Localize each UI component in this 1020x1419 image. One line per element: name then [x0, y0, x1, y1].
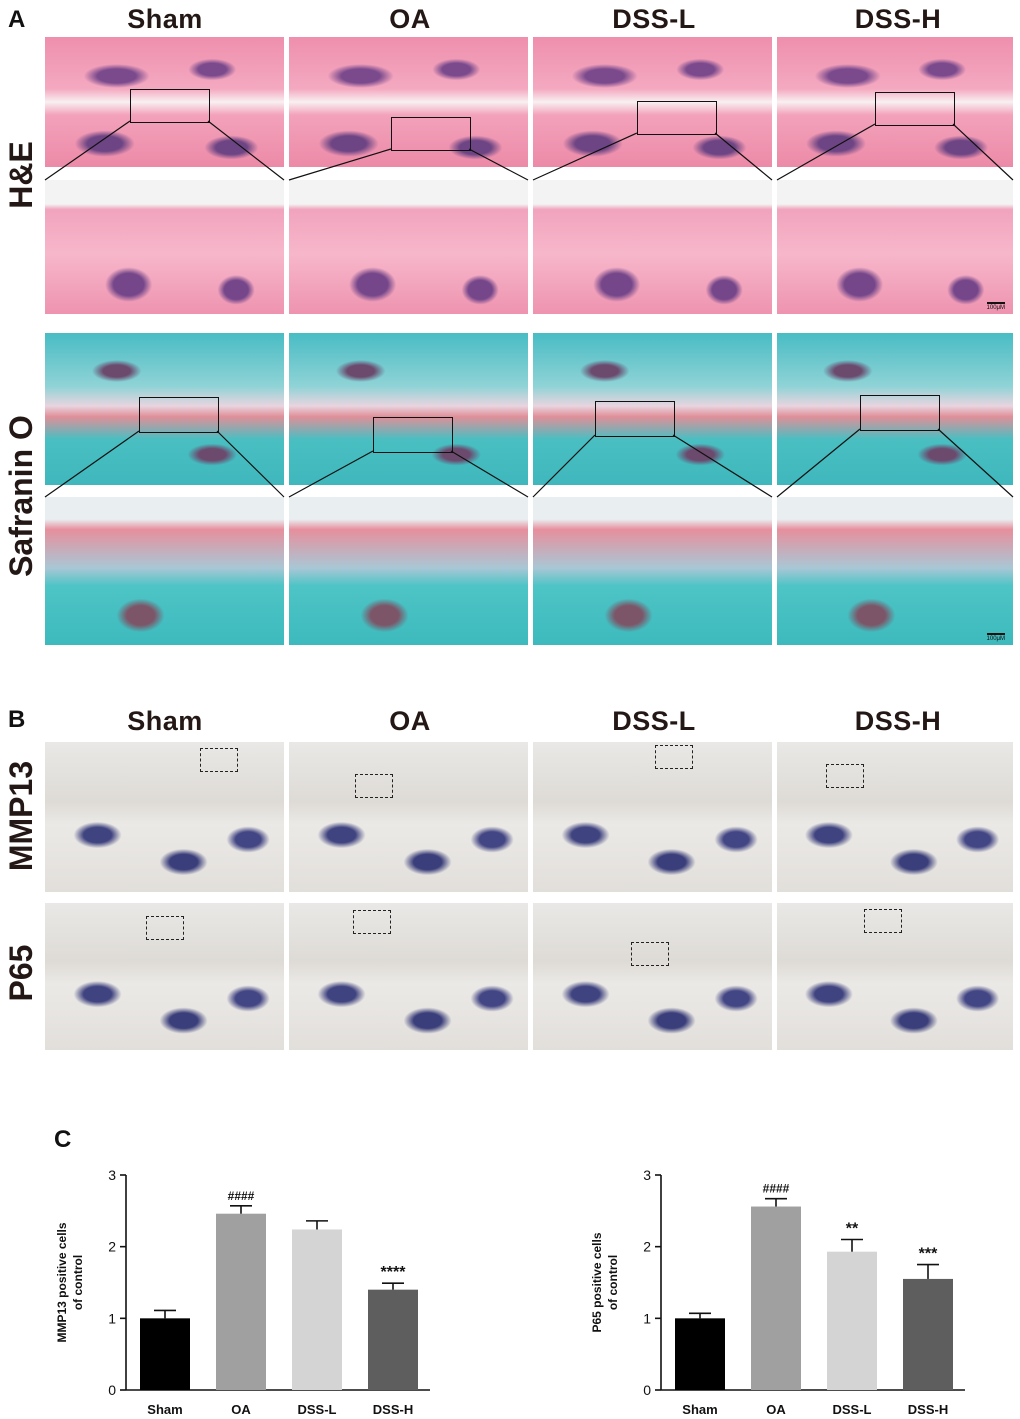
y-tick-label: 2	[643, 1239, 651, 1255]
so-overview-sham	[45, 333, 284, 485]
p65-dssl	[533, 903, 772, 1050]
zoom-box	[391, 117, 471, 151]
y-tick-label: 2	[108, 1239, 116, 1255]
roi-box	[200, 748, 238, 772]
col-header-sham-b: Sham	[127, 706, 203, 736]
col-header-dssh-a: DSS-H	[854, 4, 942, 34]
so-zoom-dssl	[533, 497, 772, 645]
zoom-box	[139, 397, 219, 433]
x-tick-label: DSS-H	[908, 1402, 948, 1417]
bar	[140, 1318, 190, 1390]
bar	[903, 1278, 953, 1390]
he-zoom-dssl	[533, 180, 772, 314]
so-overview-oa	[289, 333, 528, 485]
he-overview-dssl	[533, 37, 772, 167]
zoom-box	[130, 89, 210, 123]
y-axis-label-line1: MMP13 positive cells	[55, 1222, 69, 1342]
bar	[751, 1206, 801, 1390]
significance-label: ***	[919, 1246, 938, 1263]
panel-letter-a: A	[8, 6, 26, 33]
significance-label: **	[846, 1221, 859, 1238]
x-tick-label: DSS-H	[373, 1402, 413, 1417]
p65-bar-chart: 0 1 2 3 P65 positive cells of control Sham OA ##…	[590, 1167, 965, 1417]
mmp13-dssl	[533, 742, 772, 892]
row-label-p65: P65	[3, 944, 39, 1002]
col-header-oa-a: OA	[389, 4, 431, 34]
so-overview-dssl	[533, 333, 772, 485]
p65-oa	[289, 903, 528, 1050]
roi-box	[353, 910, 391, 934]
mmp13-sham	[45, 742, 284, 892]
zoom-box	[860, 395, 940, 431]
col-header-dssl-b: DSS-L	[612, 706, 696, 736]
p65-sham	[45, 903, 284, 1050]
y-tick-label: 0	[108, 1382, 116, 1398]
roi-box	[826, 764, 864, 788]
roi-box	[864, 909, 902, 933]
p65-dssh	[777, 903, 1013, 1050]
so-zoom-oa	[289, 497, 528, 645]
x-tick-label: DSS-L	[833, 1402, 872, 1417]
roi-box	[355, 774, 393, 798]
y-tick-label: 1	[108, 1310, 116, 1326]
col-header-dssh-b: DSS-H	[854, 706, 942, 736]
he-overview-oa	[289, 37, 528, 167]
roi-box	[631, 942, 669, 966]
x-tick-label: Sham	[682, 1402, 717, 1417]
mmp13-dssh	[777, 742, 1013, 892]
bar	[216, 1213, 266, 1390]
y-axis-label-line1: P65 positive cells	[590, 1232, 604, 1332]
zoom-box	[637, 101, 717, 135]
x-tick-label: DSS-L	[298, 1402, 337, 1417]
he-overview-sham	[45, 37, 284, 167]
panel-letter-b: B	[8, 706, 26, 733]
he-zoom-oa	[289, 180, 528, 314]
roi-box	[146, 916, 184, 940]
col-header-oa-b: OA	[389, 706, 431, 736]
bar	[368, 1289, 418, 1390]
y-axis-label-line2: of control	[606, 1255, 620, 1310]
panel-letter-c: C	[54, 1126, 72, 1153]
zoom-connectors	[44, 120, 1014, 498]
roi-box	[655, 745, 693, 769]
he-zoom-sham	[45, 180, 284, 314]
col-header-dssl-a: DSS-L	[612, 4, 696, 34]
y-tick-label: 3	[643, 1167, 651, 1183]
y-tick-label: 3	[108, 1167, 116, 1183]
so-overview-dssh	[777, 333, 1013, 485]
significance-label: ****	[381, 1264, 407, 1281]
mmp13-oa	[289, 742, 528, 892]
scale-bar: 100μM	[986, 633, 1006, 642]
significance-label: ####	[763, 1182, 790, 1196]
bar	[675, 1318, 725, 1390]
bar	[292, 1229, 342, 1390]
zoom-box	[875, 92, 955, 126]
significance-label: ####	[228, 1189, 255, 1203]
zoom-box	[373, 417, 453, 453]
he-zoom-dssh: 100μM	[777, 180, 1013, 314]
he-overview-dssh	[777, 37, 1013, 167]
mmp13-bar-chart: 0 1 2 3 MMP13 positive cells of control Sham OA…	[55, 1167, 430, 1417]
x-tick-label: Sham	[147, 1402, 182, 1417]
scale-bar: 100μM	[986, 302, 1006, 311]
so-zoom-dssh: 100μM	[777, 497, 1013, 645]
bar	[827, 1251, 877, 1390]
x-tick-label: OA	[231, 1402, 251, 1417]
so-zoom-sham	[45, 497, 284, 645]
y-tick-label: 0	[643, 1382, 651, 1398]
y-axis-label-line2: of control	[71, 1255, 85, 1310]
y-tick-label: 1	[643, 1310, 651, 1326]
zoom-box	[595, 401, 675, 437]
x-tick-label: OA	[766, 1402, 786, 1417]
col-header-sham-a: Sham	[127, 4, 203, 34]
